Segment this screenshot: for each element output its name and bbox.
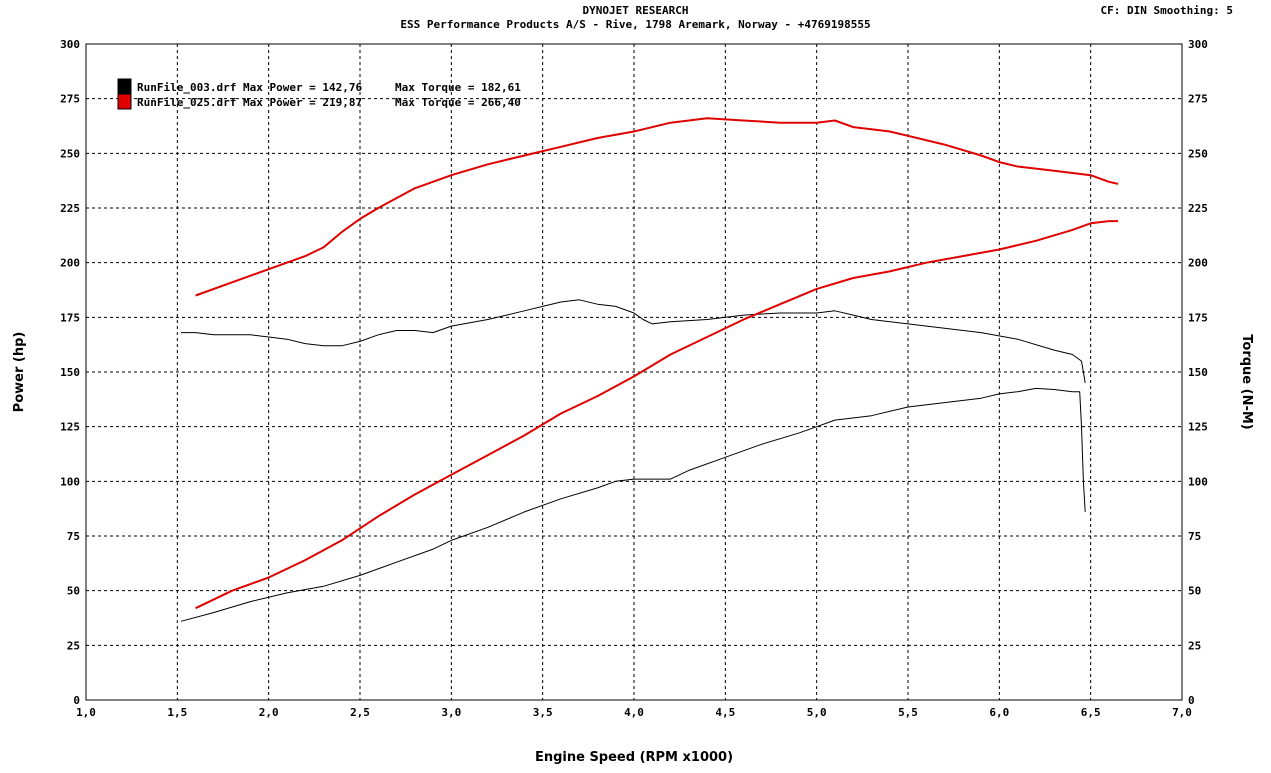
right-tick-label: 275 [1188,93,1208,106]
left-axis-label: Power (hp) [12,332,27,413]
series-line-runfile-025-drftorque [195,117,1119,297]
x-tick-label: 5,5 [898,706,918,719]
left-tick-label: 0 [73,694,80,707]
left-tick-label: 200 [60,257,80,270]
x-tick-label: 3,5 [533,706,553,719]
x-tick-label: 2,5 [350,706,370,719]
x-axis-ticks: 1,0 1,5 2,0 2,5 3,0 3,5 4,0 4,5 5,0 5,5 6,0 6,5 7,0 [76,706,1192,719]
left-axis-ticks: 0 25 50 75 100 125 150 175 200 225 250 275 300 [60,38,80,707]
x-tick-label: 3,0 [441,706,461,719]
right-tick-label: 100 [1188,475,1208,488]
left-tick-label: 75 [67,530,80,543]
left-tick-label: 100 [60,475,80,488]
x-tick-label: 4,5 [715,706,735,719]
legend-swatch [117,78,132,95]
right-tick-label: 225 [1188,202,1208,215]
right-axis-label: Torque (N-M) [1239,334,1254,429]
x-axis-label: Engine Speed (RPM x1000) [535,750,733,765]
right-tick-label: 300 [1188,38,1208,51]
left-tick-label: 225 [60,202,80,215]
correction-factor-info: CF: DIN Smoothing: 5 [1100,4,1233,17]
right-tick-label: 75 [1188,530,1201,543]
x-tick-label: 1,5 [167,706,187,719]
legend-run-power: RunFile_025.drf Max Power = 219,87 [137,96,362,109]
legend-torque: Max Torque = 266,40 [395,96,521,109]
left-tick-label: 50 [67,585,80,598]
series-line-runfile-003-drftorque [181,299,1086,383]
x-tick-label: 6,0 [989,706,1009,719]
left-tick-label: 250 [60,147,80,160]
legend-swatch [117,93,132,110]
legend-torque: Max Torque = 182,61 [395,81,521,94]
right-tick-label: 0 [1188,694,1195,707]
right-tick-label: 250 [1188,147,1208,160]
series-line-runfile-025-drfpower [195,220,1119,610]
series-line-runfile-003-drfpower [180,387,1086,622]
left-tick-label: 125 [60,421,80,434]
x-tick-label: 2,0 [259,706,279,719]
legend: RunFile_003.drf Max Power = 142,76 Max To… [117,78,521,110]
left-tick-label: 150 [60,366,80,379]
right-axis-ticks: 0 25 50 75 100 125 150 175 200 225 250 275 300 [1188,38,1208,707]
chart-title: DYNOJET RESEARCH [582,4,689,17]
x-tick-label: 1,0 [76,706,96,719]
left-tick-label: 300 [60,38,80,51]
x-tick-label: 5,0 [807,706,827,719]
grid-lines [86,44,1182,700]
chart-subtitle: ESS Performance Products A/S - Rive, 179… [400,18,871,31]
right-tick-label: 200 [1188,257,1208,270]
right-tick-label: 25 [1188,639,1201,652]
x-tick-label: 4,0 [624,706,644,719]
legend-run-power: RunFile_003.drf Max Power = 142,76 [137,81,363,94]
x-tick-label: 7,0 [1172,706,1192,719]
right-tick-label: 50 [1188,585,1201,598]
right-tick-label: 125 [1188,421,1208,434]
right-tick-label: 175 [1188,311,1208,324]
x-tick-label: 6,5 [1081,706,1101,719]
right-tick-label: 150 [1188,366,1208,379]
left-tick-label: 175 [60,311,80,324]
series-lines [180,117,1119,622]
left-tick-label: 25 [67,639,80,652]
left-tick-label: 275 [60,93,80,106]
